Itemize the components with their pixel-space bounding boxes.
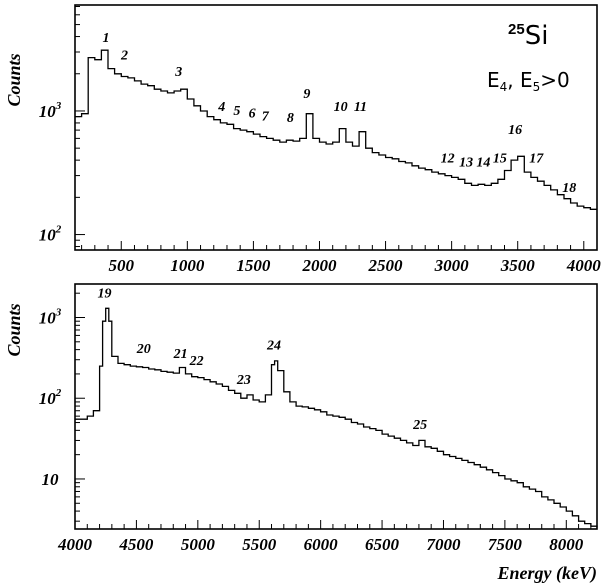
nucleus-symbol: Si [525, 21, 549, 51]
peak-label-4: 4 [217, 100, 225, 115]
y-tick-label: 103 [39, 307, 62, 328]
top-y-axis-title: Counts [4, 53, 24, 106]
peak-label-20: 20 [136, 342, 151, 357]
peak-label-10: 10 [334, 100, 348, 115]
x-tick-label: 6500 [365, 535, 400, 554]
nucleus-mass-number: 25 [508, 21, 525, 38]
peak-label-8: 8 [287, 111, 294, 126]
peak-label-23: 23 [236, 373, 251, 388]
y-tick-label: 103 [39, 100, 62, 121]
peak-label-24: 24 [266, 338, 281, 353]
condition-e5: E [514, 68, 533, 92]
condition-rel: >0 [540, 68, 569, 92]
bottom-plot-area: 4000 4500 5000 5500 6000 6500 7000 7500 8000 10 10… [39, 287, 598, 554]
x-tick-label: 4500 [118, 535, 154, 554]
peak-label-5: 5 [233, 104, 240, 119]
x-tick-label: 4000 [566, 256, 602, 275]
peak-label-12: 12 [441, 151, 455, 166]
condition-e4: E [487, 68, 500, 92]
x-tick-label: 1000 [170, 256, 205, 275]
y-tick-label: 102 [39, 387, 62, 408]
condition-sub5: 5 [533, 80, 541, 94]
peak-label-18: 18 [562, 181, 576, 196]
x-tick-label: 7500 [488, 535, 523, 554]
x-tick-label: 1500 [236, 256, 271, 275]
peak-label-25: 25 [412, 418, 427, 433]
x-tick-label: 500 [109, 256, 135, 275]
x-tick-label: 7000 [426, 535, 461, 554]
y-tick-label: 10 [42, 470, 60, 489]
x-tick-label: 4000 [57, 535, 93, 554]
condition-sep: , [507, 68, 513, 92]
top-plot-area: 500 1000 1500 2000 2500 3000 3500 4000102103123… [39, 6, 602, 275]
peak-label-2: 2 [120, 48, 128, 63]
condition-sub4: 4 [500, 80, 508, 94]
peak-label-11: 11 [354, 100, 367, 115]
peak-label-22: 22 [189, 354, 204, 369]
bottom-spectrum-panel: 4000 4500 5000 5500 6000 6500 7000 7500 8000 10 10… [4, 283, 598, 584]
bottom-y-axis-title: Counts [4, 303, 24, 356]
nucleus-label: 25Si [508, 21, 548, 51]
x-tick-label: 2500 [368, 256, 404, 275]
peak-label-21: 21 [173, 347, 188, 362]
spectrum-histogram-line [75, 49, 597, 210]
peak-label-14: 14 [476, 156, 490, 171]
condition-label: E4, E5>0 [487, 68, 570, 94]
x-tick-label: 3000 [434, 256, 470, 275]
spectrum-histogram-line [75, 307, 598, 528]
peak-label-17: 17 [529, 151, 544, 166]
peak-label-16: 16 [508, 123, 522, 138]
x-tick-label: 3500 [500, 256, 536, 275]
peak-label-1: 1 [103, 31, 110, 46]
top-plot-frame [74, 4, 598, 251]
peak-label-7: 7 [262, 110, 270, 125]
bottom-plot-frame [74, 283, 598, 530]
bottom-x-axis-title: Energy (keV) [497, 563, 597, 584]
peak-label-9: 9 [303, 87, 310, 102]
x-tick-label: 2000 [301, 256, 337, 275]
peak-label-13: 13 [459, 156, 473, 171]
peak-label-3: 3 [174, 65, 182, 80]
x-tick-label: 6000 [304, 535, 339, 554]
peak-label-19: 19 [97, 287, 111, 302]
y-tick-label: 102 [39, 224, 62, 245]
top-spectrum-panel: 500 1000 1500 2000 2500 3000 3500 4000102103123… [4, 4, 602, 275]
peak-label-15: 15 [493, 151, 507, 166]
x-tick-label: 5000 [181, 535, 216, 554]
x-tick-label: 8000 [549, 535, 584, 554]
x-tick-label: 5500 [242, 535, 277, 554]
peak-label-6: 6 [249, 107, 256, 122]
